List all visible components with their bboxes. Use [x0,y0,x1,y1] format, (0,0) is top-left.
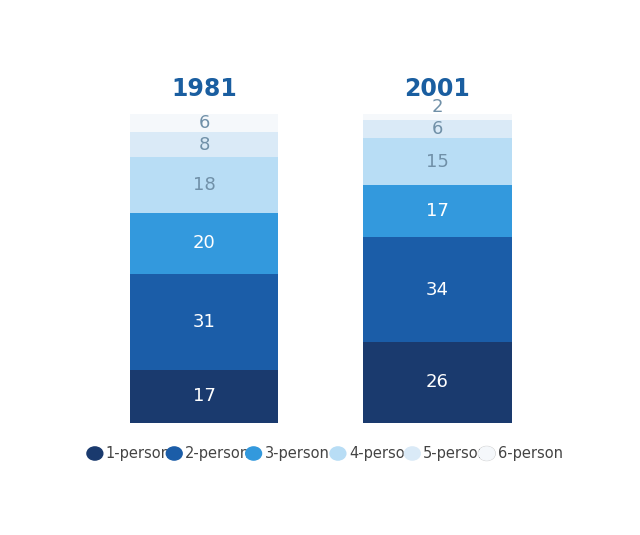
Text: 3-person: 3-person [264,446,330,461]
Circle shape [478,447,495,461]
Text: 31: 31 [193,313,216,331]
Text: 1-person: 1-person [106,446,171,461]
Text: 26: 26 [426,373,449,392]
Text: 2-person: 2-person [185,446,250,461]
Text: 4-person: 4-person [349,446,414,461]
Circle shape [479,447,495,460]
FancyBboxPatch shape [129,157,278,212]
Text: 34: 34 [426,281,449,299]
FancyBboxPatch shape [363,139,511,185]
Text: 5-person: 5-person [423,446,488,461]
Text: 18: 18 [193,175,216,194]
Text: 20: 20 [193,234,216,253]
Circle shape [246,447,262,460]
FancyBboxPatch shape [129,274,278,370]
Circle shape [87,447,103,460]
Text: 6-person: 6-person [498,446,563,461]
Text: 1981: 1981 [171,77,237,101]
FancyBboxPatch shape [129,370,278,423]
Text: 17: 17 [426,202,449,220]
FancyBboxPatch shape [129,113,278,132]
FancyBboxPatch shape [363,342,511,423]
Circle shape [330,447,346,460]
Text: 17: 17 [193,387,216,406]
FancyBboxPatch shape [363,120,511,139]
Circle shape [166,447,182,460]
Text: 15: 15 [426,152,449,171]
Text: 6: 6 [431,120,443,138]
Text: 6: 6 [198,114,210,132]
Text: 2001: 2001 [404,77,470,101]
Text: 8: 8 [198,135,210,154]
FancyBboxPatch shape [129,212,278,274]
FancyBboxPatch shape [129,132,278,157]
Text: 2: 2 [431,98,443,117]
FancyBboxPatch shape [363,113,511,120]
FancyBboxPatch shape [363,237,511,342]
FancyBboxPatch shape [363,185,511,237]
Circle shape [404,447,420,460]
